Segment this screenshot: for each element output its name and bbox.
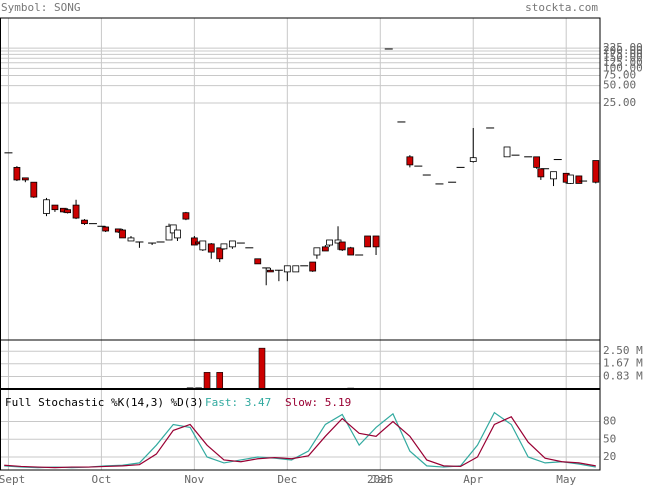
y-tick-label: 20 bbox=[603, 450, 616, 463]
plot-background bbox=[0, 18, 600, 470]
y-tick-label: 25.00 bbox=[603, 96, 636, 109]
candle-body bbox=[313, 247, 321, 256]
y-tick-label: 0.83 M bbox=[603, 369, 643, 382]
candle-body bbox=[537, 168, 545, 178]
y-tick-label: 175.00 bbox=[603, 47, 643, 60]
candle-body bbox=[102, 226, 110, 232]
candle-body bbox=[469, 157, 477, 162]
candle-body bbox=[550, 171, 557, 180]
candle-body bbox=[254, 258, 262, 265]
candle-body bbox=[309, 261, 317, 272]
candle-body bbox=[267, 269, 274, 273]
y-tick-label: 225.00 bbox=[603, 41, 643, 54]
candle-body bbox=[347, 247, 355, 256]
y-tick-label: 150.00 bbox=[603, 51, 643, 64]
y-tick-label: 80 bbox=[603, 415, 616, 428]
candle-body bbox=[72, 204, 80, 219]
candle-body bbox=[30, 181, 38, 198]
candle-body bbox=[364, 235, 372, 248]
symbol-title: Symbol: SONG bbox=[1, 1, 80, 14]
year-label: 2025 bbox=[367, 473, 394, 486]
candle-body bbox=[207, 243, 215, 253]
y-tick-label: 50 bbox=[603, 432, 616, 445]
candle-body bbox=[503, 146, 511, 158]
candle-body bbox=[334, 239, 342, 244]
x-tick-label: Jan bbox=[370, 473, 390, 486]
x-tick-label: Sept bbox=[0, 473, 25, 486]
y-tick-label: 125.00 bbox=[603, 56, 643, 69]
legend-label: Slow: 5.19 bbox=[285, 396, 351, 409]
candle-body bbox=[81, 219, 88, 225]
x-tick-label: May bbox=[556, 473, 576, 486]
candle-body bbox=[292, 265, 300, 273]
candle-body bbox=[567, 174, 574, 184]
candle-body bbox=[228, 240, 236, 248]
y-tick-label: 2.50 M bbox=[603, 344, 643, 357]
candle-body bbox=[13, 166, 21, 181]
candle-body bbox=[283, 265, 291, 273]
x-tick-label: Nov bbox=[184, 473, 204, 486]
candle-body bbox=[127, 237, 135, 242]
candle-body bbox=[575, 175, 583, 184]
candle-body bbox=[216, 247, 224, 260]
volume-bar bbox=[203, 372, 211, 390]
candle-body bbox=[338, 241, 346, 251]
stochastic-line bbox=[4, 416, 596, 469]
candle-body bbox=[326, 239, 333, 246]
candle-body bbox=[182, 212, 190, 220]
y-tick-label: 50.00 bbox=[603, 79, 636, 92]
candle-body bbox=[372, 235, 380, 248]
candle-body bbox=[190, 237, 198, 246]
candle-body bbox=[220, 243, 228, 250]
candle-body bbox=[174, 229, 181, 239]
candle-body bbox=[169, 224, 177, 234]
y-tick-label: 200.00 bbox=[603, 44, 643, 57]
x-tick-label: Dec bbox=[277, 473, 297, 486]
candle-body bbox=[43, 199, 50, 214]
candle-body bbox=[64, 209, 72, 214]
candle-body bbox=[51, 204, 59, 211]
candle-body bbox=[592, 160, 600, 183]
x-tick-label: Oct bbox=[91, 473, 111, 486]
y-tick-label: 1.67 M bbox=[603, 357, 643, 370]
x-tick-label: Apr bbox=[463, 473, 483, 486]
legend-label: Fast: 3.47 bbox=[205, 396, 271, 409]
candle-body bbox=[406, 156, 414, 166]
volume-bar bbox=[216, 372, 224, 390]
source: stockta.com bbox=[525, 1, 598, 14]
candle-body bbox=[21, 177, 29, 181]
candle-body bbox=[119, 229, 126, 239]
candle-body bbox=[199, 240, 207, 251]
y-tick-label: 100.00 bbox=[603, 61, 643, 74]
candle-body bbox=[533, 156, 541, 168]
volume-bar bbox=[258, 347, 266, 390]
indicator-title: Full Stochastic %K(14,3) %D(3) bbox=[5, 396, 204, 409]
candle-body bbox=[321, 246, 329, 252]
y-tick-label: 75.00 bbox=[603, 69, 636, 82]
